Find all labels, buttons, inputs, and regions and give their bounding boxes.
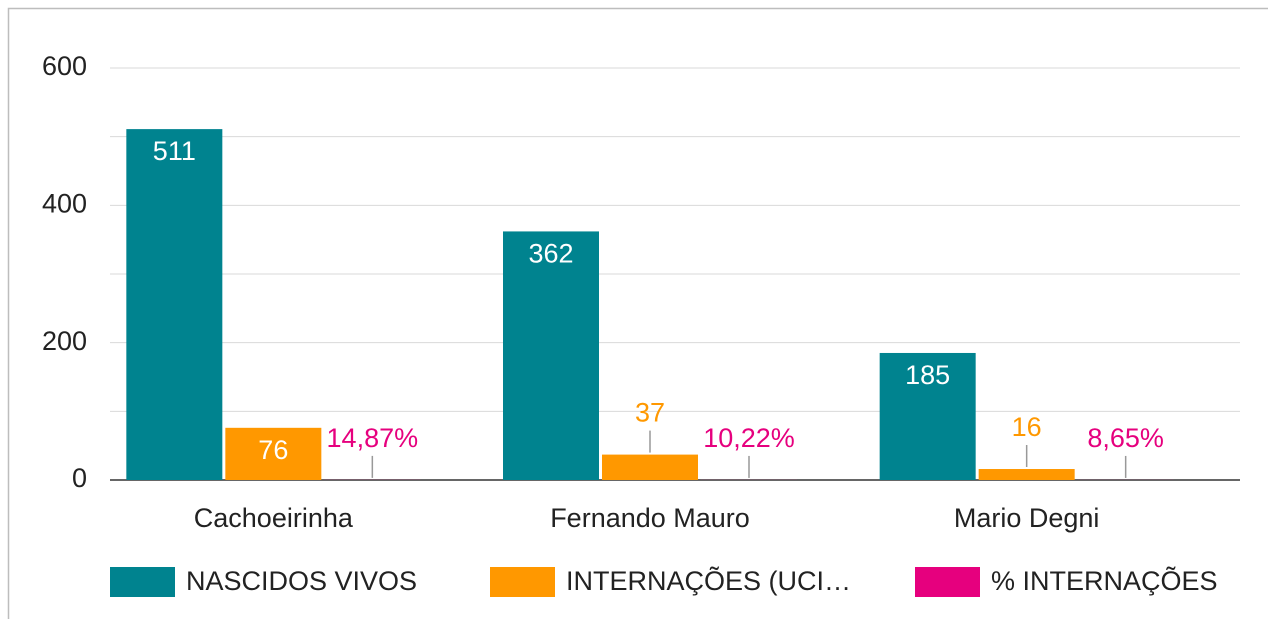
legend-swatch — [490, 567, 555, 597]
legend-label: NASCIDOS VIVOS — [186, 566, 417, 596]
bar — [126, 129, 223, 480]
x-tick-label: Cachoeirinha — [194, 503, 354, 533]
bar — [602, 454, 698, 480]
legend-label: % INTERNAÇÕES — [991, 565, 1218, 596]
data-label: 14,87% — [327, 423, 419, 453]
legend-swatch — [110, 567, 175, 597]
chart-frame — [7, 7, 1268, 619]
legend-swatch — [915, 567, 980, 597]
bar — [978, 469, 1075, 480]
bar — [503, 231, 599, 480]
bar — [879, 352, 976, 480]
data-label: 8,65% — [1087, 423, 1164, 453]
data-label: 362 — [528, 239, 573, 269]
y-tick-label: 200 — [42, 326, 87, 356]
y-tick-label: 400 — [42, 188, 87, 218]
data-label: 511 — [153, 136, 196, 166]
data-label: 185 — [905, 360, 950, 390]
y-tick-label: 0 — [72, 463, 87, 493]
legend-label: INTERNAÇÕES (UCI… — [566, 565, 851, 596]
x-tick-label: Mario Degni — [954, 503, 1100, 533]
y-tick-label: 600 — [42, 51, 87, 81]
data-label: 16 — [1012, 412, 1042, 442]
bar — [225, 427, 322, 480]
data-label: 10,22% — [703, 423, 795, 453]
data-label: 76 — [258, 435, 288, 465]
x-tick-label: Fernando Mauro — [550, 503, 750, 533]
data-label: 37 — [635, 398, 665, 428]
